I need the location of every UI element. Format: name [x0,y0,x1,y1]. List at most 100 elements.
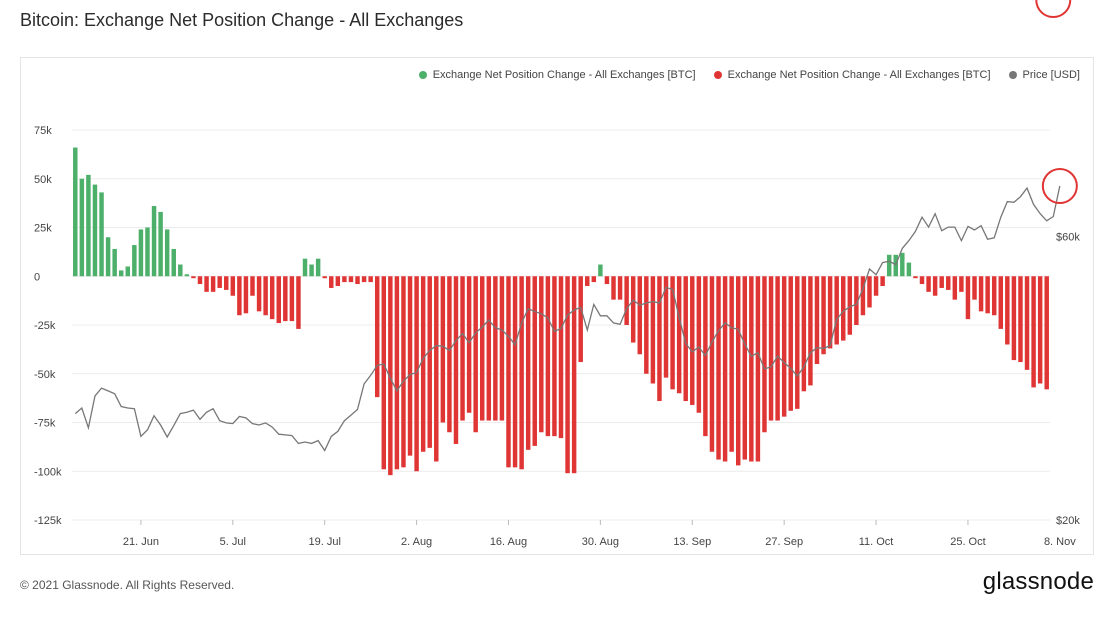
bar-outflow [197,276,203,285]
bar-inflow [906,262,912,277]
bar-outflow [978,276,984,312]
x-tick-label: 5. Jul [220,536,246,548]
bar-outflow [571,276,577,474]
bar-outflow [558,276,564,439]
bar-outflow [519,276,524,470]
bar-outflow [690,276,695,405]
bar-outflow [827,276,833,349]
bar-outflow [795,276,800,409]
x-tick-label: 16. Aug [490,536,527,548]
bar-outflow [427,276,432,448]
x-tick-label: 13. Sep [673,536,711,548]
bar-outflow [440,276,446,423]
bar-outflow [191,276,196,279]
y-tick-label: -50k [34,369,56,381]
bar-outflow [243,276,249,314]
bar-outflow [814,276,820,364]
legend: Exchange Net Position Change - All Excha… [350,67,1080,83]
bar-outflow [210,276,216,292]
bar-outflow [768,276,774,421]
legend-item-price[interactable]: Price [USD] [1008,67,1080,83]
bar-outflow [453,276,459,444]
bar-outflow [841,276,846,341]
bar-outflow [512,276,518,468]
bar-outflow [466,276,472,413]
bar-outflow [1037,276,1043,384]
y-tick-label: 0 [34,271,40,283]
bar-outflow [946,276,951,290]
x-tick-label: 8. Nov [1044,536,1076,548]
bar-outflow [749,276,754,462]
bar-outflow [283,276,288,322]
bar-inflow [184,274,190,277]
bar-inflow [86,174,91,277]
bar-outflow [414,276,419,472]
bar-outflow [204,276,209,292]
bar-outflow [420,276,426,452]
bar-outflow [342,276,347,283]
bar-outflow [578,276,583,363]
bar-inflow [900,252,905,277]
bar-outflow [604,276,610,285]
bar-outflow [742,276,748,460]
bar-inflow [132,245,137,277]
bar-outflow [788,276,793,411]
bar-outflow [939,276,944,288]
bar-outflow [1005,276,1010,345]
bar-outflow [473,276,478,433]
bar-inflow [171,248,176,277]
chart-title: Bitcoin: Exchange Net Position Change - … [20,10,464,30]
bar-outflow [624,276,629,325]
bar-outflow [237,276,242,316]
x-tick-label: 25. Oct [950,536,985,548]
bar-outflow [834,276,839,345]
bar-outflow [617,276,623,300]
bar-outflow [1031,276,1036,388]
bar-inflow [119,270,124,277]
bar-outflow [224,276,229,290]
bar-outflow [539,276,544,433]
bar-outflow [585,276,590,286]
bar-outflow [296,276,301,329]
bar-outflow [932,276,938,296]
y-tick-label: 75k [34,125,52,137]
x-tick-label: 21. Jun [123,536,159,548]
y-tick-label: -25k [34,320,56,332]
bar-outflow [965,276,971,320]
legend-dot-green [418,71,427,79]
bar-outflow [670,276,675,390]
bar-outflow [952,276,958,300]
bar-outflow [525,276,531,450]
x-tick-label: 30. Aug [582,536,619,548]
bar-inflow [178,264,183,277]
chart-frame [20,57,1094,555]
bar-outflow [972,276,977,300]
legend-label: Exchange Net Position Change - All Excha… [432,69,696,81]
bar-outflow [985,276,990,314]
bar-outflow [434,276,439,462]
bar-outflow [716,276,721,460]
price-tick-label: $60k [1056,231,1080,243]
bar-outflow [322,276,327,279]
bar-outflow [565,276,570,474]
bar-outflow [447,276,452,433]
bar-outflow [506,276,511,468]
bar-outflow [676,276,682,394]
bar-inflow [138,229,144,277]
y-tick-label: -125k [34,515,62,527]
bar-outflow [644,276,649,374]
bar-outflow [808,276,813,386]
bar-outflow [250,276,255,296]
legend-item-net-inflow[interactable]: Exchange Net Position Change - All Excha… [418,67,696,83]
bar-outflow [847,276,853,335]
bar-outflow [256,276,262,312]
bar-outflow [289,276,295,322]
legend-item-net-outflow[interactable]: Exchange Net Position Change - All Excha… [713,67,991,83]
bar-inflow [886,254,892,277]
legend-dot-red [713,71,722,79]
bar-outflow [401,276,406,468]
bar-outflow [611,276,616,300]
bar-inflow [598,264,603,277]
bar-inflow [99,192,104,277]
